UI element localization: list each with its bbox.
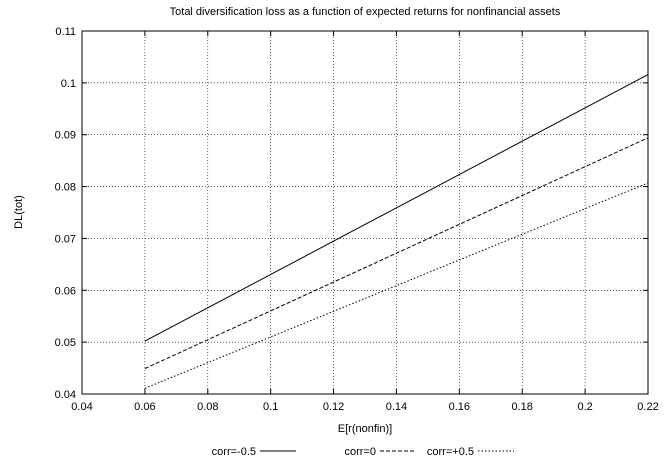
legend-label-2: corr=0 <box>345 446 377 458</box>
grid <box>82 31 648 394</box>
plot-frame <box>81 30 649 395</box>
x-axis-label: E[r(nonfin)] <box>338 423 392 435</box>
chart-title: Total diversification loss as a function… <box>170 6 561 18</box>
series-lines <box>144 74 649 389</box>
series-line-2 <box>144 137 649 370</box>
y-tick-label: 0.05 <box>55 337 76 349</box>
x-tick-label: 0.04 <box>71 401 92 413</box>
series-line-3 <box>144 182 649 389</box>
x-tick-label: 0.1 <box>263 401 278 413</box>
x-tick-label: 0.18 <box>512 401 533 413</box>
legend-label-3: corr=+0.5 <box>427 446 474 458</box>
y-tick-label: 0.11 <box>55 26 76 38</box>
x-tick-label: 0.06 <box>134 401 155 413</box>
y-tick-label: 0.1 <box>61 78 76 90</box>
y-tick-label: 0.07 <box>55 233 76 245</box>
x-tick-label: 0.12 <box>323 401 344 413</box>
x-tick-label: 0.08 <box>197 401 218 413</box>
x-tick-label: 0.14 <box>386 401 407 413</box>
ticks: 0.04 0.06 0.08 0.1 0.12 0.14 0.16 0.18 0.2 0.22 0.… <box>55 26 659 413</box>
y-tick-label: 0.09 <box>55 130 76 142</box>
x-tick-label: 0.2 <box>577 401 592 413</box>
y-tick-label: 0.04 <box>55 389 76 401</box>
x-tick-label: 0.16 <box>449 401 470 413</box>
y-tick-label: 0.08 <box>55 182 76 194</box>
series-line-1 <box>144 74 649 342</box>
legend-label-1: corr=-0.5 <box>212 446 256 458</box>
x-tick-label: 0.22 <box>637 401 658 413</box>
y-tick-label: 0.06 <box>55 285 76 297</box>
y-axis-label: DL(tot) <box>13 195 25 229</box>
legend: corr=-0.5 corr=0 corr=+0.5 <box>212 446 514 458</box>
